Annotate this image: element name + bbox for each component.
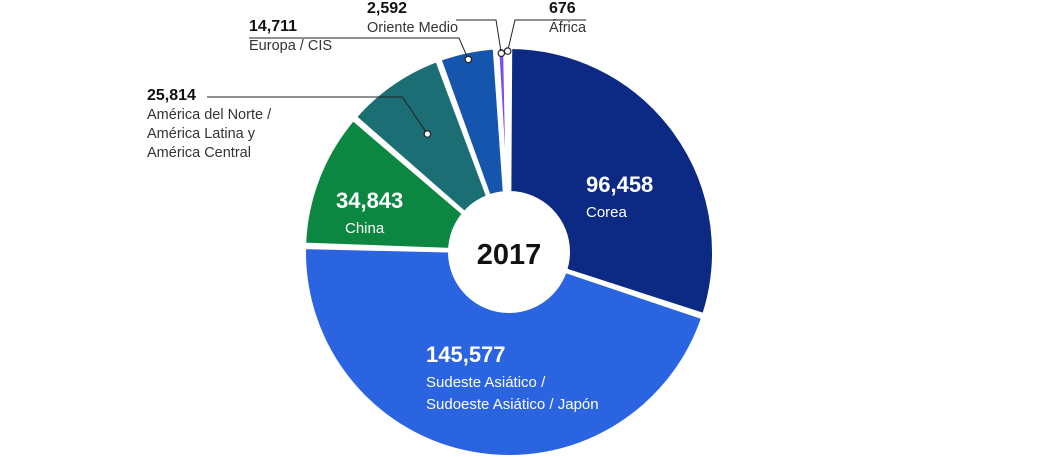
pie-slice	[302, 116, 511, 254]
slice-category-label: África	[549, 19, 587, 36]
leader-dot	[497, 49, 506, 58]
slice-value-label: 676	[549, 0, 576, 17]
leader-line	[249, 37, 469, 60]
slices	[302, 45, 716, 457]
slice-category-label: Sudeste Asiático /	[426, 374, 546, 391]
slice-value-label: 25,814	[147, 87, 196, 104]
slice-value-label: 96,458	[586, 172, 653, 197]
center-hole	[448, 191, 570, 313]
slice-value-label: 145,577	[426, 342, 506, 367]
slice-category-label: América Central	[147, 145, 251, 161]
leader-line	[456, 19, 502, 54]
slice-category-label: Oriente Medio	[367, 20, 458, 36]
slice-category-label: China	[345, 220, 385, 237]
pie-slice	[352, 58, 511, 254]
labels: 96,458 Corea 145,577 Sudeste Asiático / Sudo…	[147, 0, 653, 413]
slice-category-label: Corea	[586, 204, 628, 221]
leader-line	[207, 96, 428, 135]
center-year-label: 2017	[477, 239, 542, 271]
slice-category-label: Europa / CIS	[249, 38, 332, 54]
leader-dot	[423, 130, 432, 138]
leader-dot	[464, 55, 473, 64]
slice-category-label: América del Norte /	[147, 107, 272, 123]
leader-line	[507, 19, 586, 52]
slice-value-label: 34,843	[336, 188, 403, 213]
slice-category-label: Sudoeste Asiático / Japón	[426, 396, 599, 413]
slice-value-label: 2,592	[367, 0, 407, 17]
pie-slice	[302, 245, 706, 457]
slice-value-label: 14,711	[249, 18, 297, 35]
leader-dot	[503, 47, 512, 55]
slice-category-label: América Latina y	[147, 126, 256, 142]
